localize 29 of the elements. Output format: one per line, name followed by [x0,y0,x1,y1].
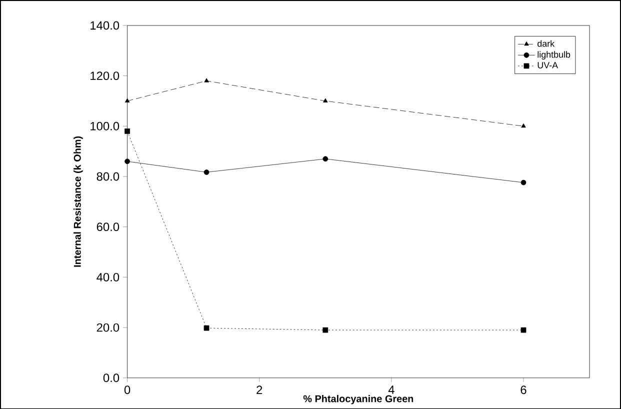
x-tick-label: 6 [520,385,526,394]
point [124,98,130,102]
x-axis-title: % Phtalocyanine Green [303,394,414,404]
point [323,98,328,102]
y-axis-title: Internal Resistance (k Ohm) [74,136,83,267]
legend-label: UV-A [538,62,558,68]
point [521,123,526,128]
point [322,156,328,162]
point [204,325,210,331]
y-tick-label: 60.0 [96,222,120,231]
point [204,78,209,82]
x-tick-label: 2 [256,385,262,394]
x-tick-label: 0 [124,385,130,394]
point [204,169,210,175]
y-tick-label: 120.0 [90,71,120,80]
point [520,327,526,333]
y-tick-label: 100.0 [90,122,120,130]
y-tick-label: 140.0 [90,21,120,30]
y-tick-label: 0.0 [103,374,120,382]
legend-label: dark [538,40,555,47]
y-tick-label: 80.0 [96,172,120,181]
point [520,180,526,186]
point [322,327,328,333]
x-tick-label: 4 [388,385,394,394]
point [124,158,130,164]
y-tick-label: 40.0 [96,272,120,282]
legend-label: lightbulb [538,51,570,60]
point [124,128,130,134]
y-tick-label: 20.0 [96,323,120,332]
